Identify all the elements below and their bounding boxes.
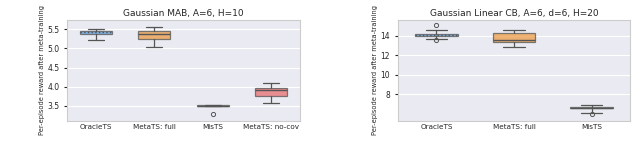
PathPatch shape	[570, 107, 613, 108]
Y-axis label: Per-episode reward after meta-training: Per-episode reward after meta-training	[372, 5, 378, 135]
PathPatch shape	[415, 34, 458, 36]
PathPatch shape	[255, 88, 287, 96]
Y-axis label: Per-episode reward after meta-training: Per-episode reward after meta-training	[38, 5, 45, 135]
PathPatch shape	[493, 33, 536, 42]
PathPatch shape	[80, 31, 112, 34]
PathPatch shape	[196, 105, 228, 106]
PathPatch shape	[138, 31, 170, 39]
Title: Gaussian Linear CB, A=6, d=6, H=20: Gaussian Linear CB, A=6, d=6, H=20	[429, 9, 598, 18]
Title: Gaussian MAB, A=6, H=10: Gaussian MAB, A=6, H=10	[124, 9, 244, 18]
